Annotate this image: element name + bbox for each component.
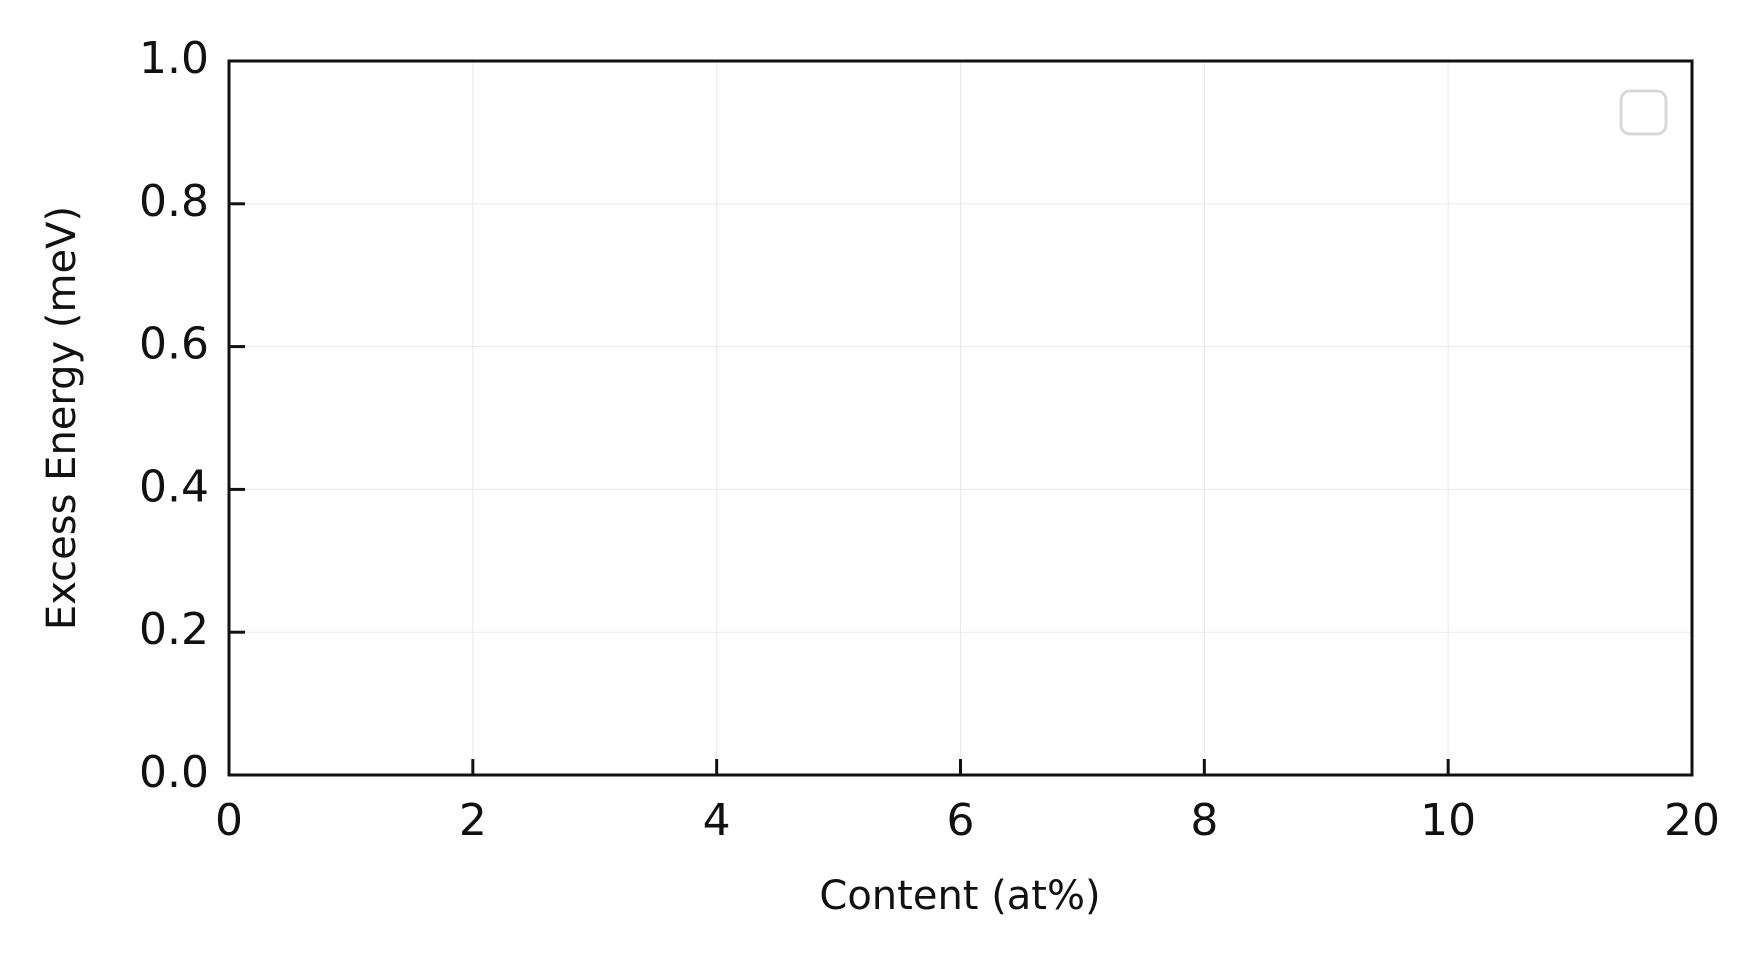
x-tick-label: 8 [1190,795,1218,846]
x-tick-label: 10 [1420,795,1476,846]
x-tick-label: 4 [703,795,731,846]
x-tick-label: 2 [459,795,487,846]
plot-frame [227,59,1694,777]
x-tick-label: 0 [215,795,243,846]
y-tick-label: 0.8 [139,176,209,227]
x-axis-label: Content (at%) [819,873,1100,919]
y-tick-label: 0.0 [139,747,209,798]
legend-box [1619,89,1668,136]
x-tick-label: 20 [1664,795,1720,846]
y-tick-label: 0.6 [139,319,209,370]
x-tick-label: 6 [947,795,975,846]
y-axis-label: Excess Energy (meV) [39,206,85,630]
y-tick-label: 0.2 [139,604,209,655]
y-tick-label: 1.0 [139,33,209,84]
y-tick-label: 0.4 [139,461,209,512]
